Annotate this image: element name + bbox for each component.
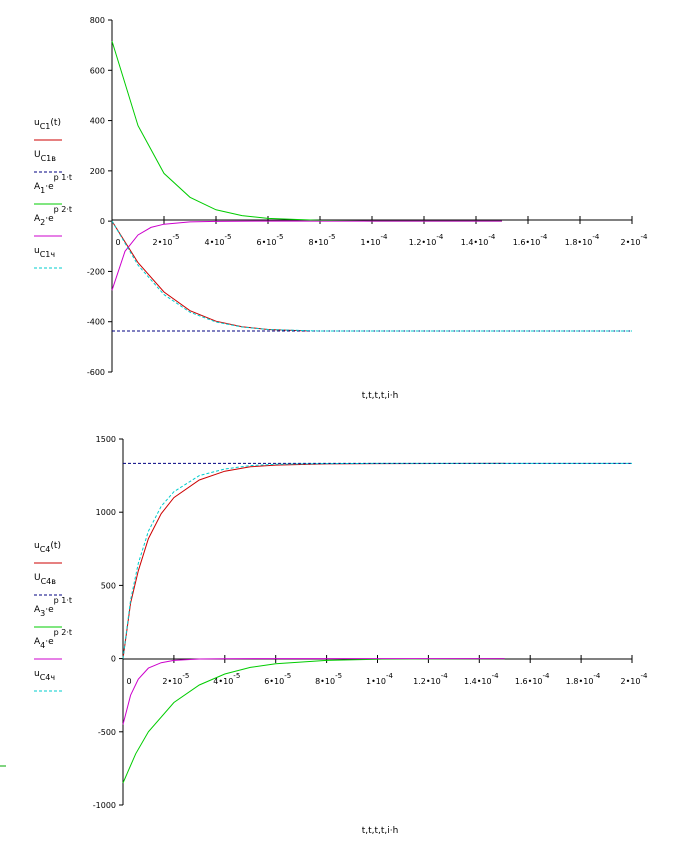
legend-label: UC4в [34, 573, 56, 586]
x-tick-label: 1.8•10-4 [566, 672, 601, 686]
x-tick-label: 2•10-5 [162, 672, 189, 686]
legend-label: UC1в [34, 150, 56, 163]
x-tick-label: 1.6•10-4 [513, 233, 548, 247]
y-tick-label: 1500 [96, 435, 116, 444]
y-tick-label: 800 [90, 16, 105, 25]
legend-label: A3·ep 1·t [34, 596, 72, 618]
y-tick-label: -1000 [93, 801, 116, 810]
y-tick-label: 400 [90, 117, 105, 126]
series-line-2 [111, 40, 502, 222]
y-tick-label: 500 [101, 581, 116, 590]
y-tick-label: -200 [87, 267, 105, 276]
x-tick-label: 1.2•10-4 [413, 672, 448, 686]
x-tick-label: 1.4•10-4 [464, 672, 499, 686]
x-tick-label: 1.2•10-4 [409, 233, 444, 247]
series-line-0 [122, 462, 505, 659]
lower-plot: -1000 -500 0 500 1000 1500 0 2•10-5 4•10-5 6•10-5… [34, 435, 648, 836]
x-axis-label: t,t,t,t,i·h [362, 826, 399, 836]
x-tick-label: 1.4•10-4 [461, 233, 496, 247]
x-axis-label: t,t,t,t,i·h [362, 391, 399, 401]
y-tick-label: 600 [90, 66, 105, 75]
x-tick-label: 0 [115, 238, 120, 247]
series-line-4 [122, 462, 632, 659]
y-tick-label: 0 [111, 655, 116, 664]
x-tick-label: 1•10-4 [366, 672, 394, 686]
y-tick-label: 1000 [96, 508, 116, 517]
y-tick-label: 200 [90, 167, 105, 176]
legend-label: A1·ep 1·t [34, 173, 72, 195]
legend-label: uC4ч [34, 669, 55, 682]
legend-label: A4·ep 2·t [34, 628, 72, 650]
x-tick-label: 2•10-5 [153, 233, 180, 247]
y-tick-label: 0 [100, 217, 105, 226]
x-tick-label: 1.6•10-4 [515, 672, 550, 686]
legend-label: uC4(t) [34, 541, 61, 554]
x-tick-label: 8•10-5 [315, 672, 342, 686]
series-line-4 [111, 220, 632, 332]
y-tick-label: -400 [87, 318, 105, 327]
x-tick-label: 6•10-5 [264, 672, 291, 686]
series-line-3 [122, 658, 505, 725]
x-tick-label: 2•10-4 [621, 672, 649, 686]
x-tick-label: 1.8•10-4 [565, 233, 600, 247]
x-tick-label: 6•10-5 [257, 233, 284, 247]
x-tick-label: 2•10-4 [621, 233, 649, 247]
y-tick-label: -500 [98, 728, 116, 737]
legend-label: uC1ч [34, 246, 55, 259]
x-tick-label: 4•10-5 [213, 672, 240, 686]
x-tick-label: 8•10-5 [309, 233, 336, 247]
upper-plot: -600 -400 -200 0 200 400 600 800 0 2•10-5 4•10-5 6•… [34, 16, 648, 401]
series-line-2 [122, 658, 505, 784]
series-line-3 [111, 220, 502, 291]
x-tick-label: 1•10-4 [361, 233, 389, 247]
x-tick-label: 4•10-5 [205, 233, 232, 247]
legend-label: A2·ep 2·t [34, 205, 72, 227]
y-tick-label: -600 [87, 368, 105, 377]
legend-label: uC1(t) [34, 118, 61, 131]
x-tick-label: 0 [126, 677, 131, 686]
